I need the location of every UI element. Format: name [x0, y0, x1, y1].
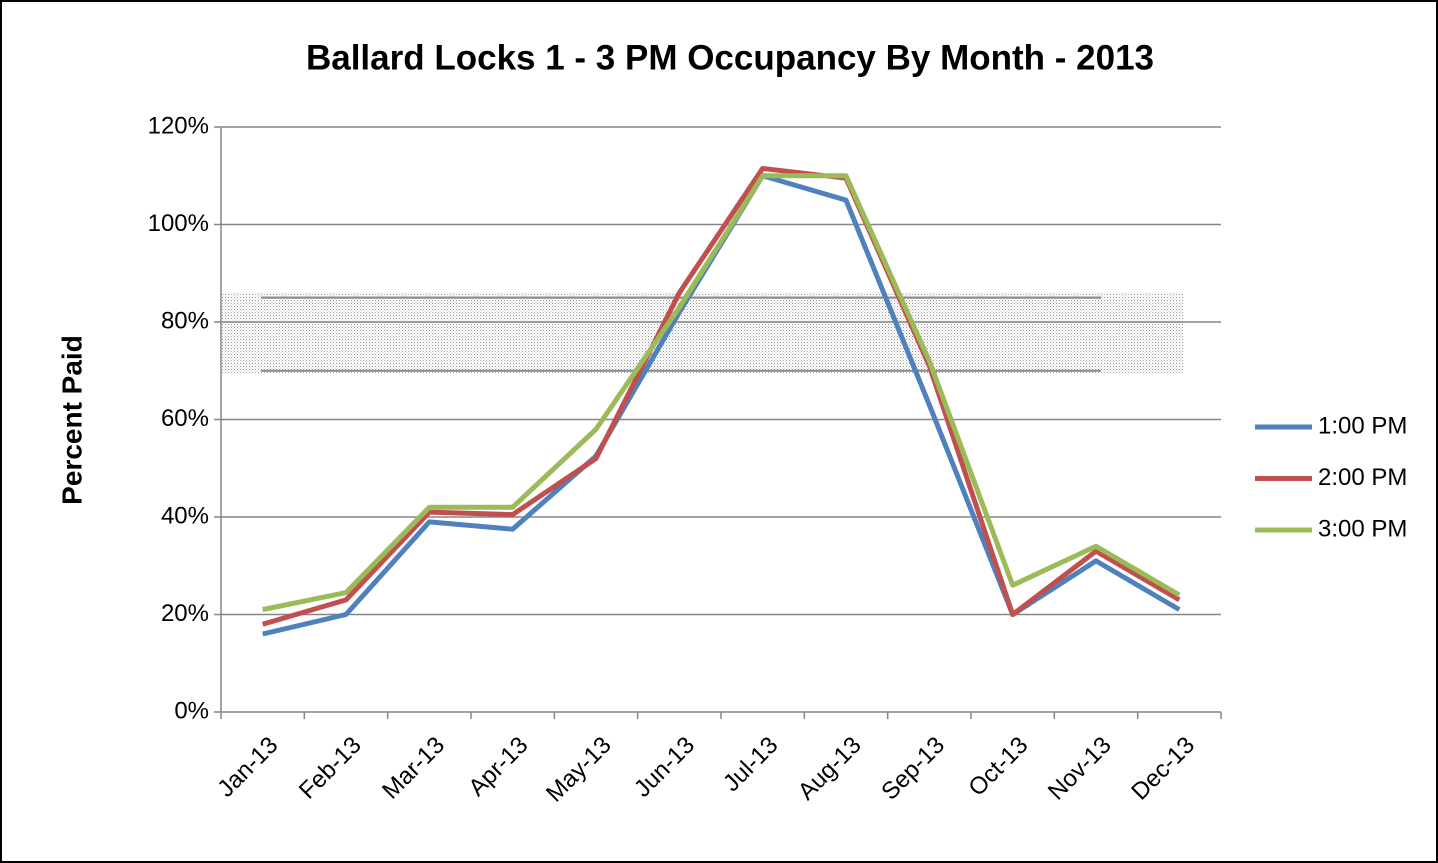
shaded-range — [221, 292, 1183, 374]
y-tick-label: 20% — [161, 600, 209, 627]
y-tick-label: 60% — [161, 405, 209, 432]
series-line — [262, 173, 1181, 613]
chart-title: Ballard Locks 1 - 3 PM Occupancy By Mont… — [306, 38, 1154, 77]
y-tick-label: 100% — [148, 210, 209, 237]
y-tick-label: 0% — [174, 697, 209, 724]
y-axis-label: Percent Paid — [56, 335, 87, 505]
y-tick-label: 120% — [148, 112, 209, 139]
legend-label: 2:00 PM — [1318, 464, 1407, 491]
legend-label: 3:00 PM — [1318, 515, 1407, 542]
series-line — [261, 165, 1181, 627]
legend-label: 1:00 PM — [1318, 412, 1407, 439]
y-tick-label: 80% — [161, 307, 209, 334]
y-tick-label: 40% — [161, 502, 209, 529]
